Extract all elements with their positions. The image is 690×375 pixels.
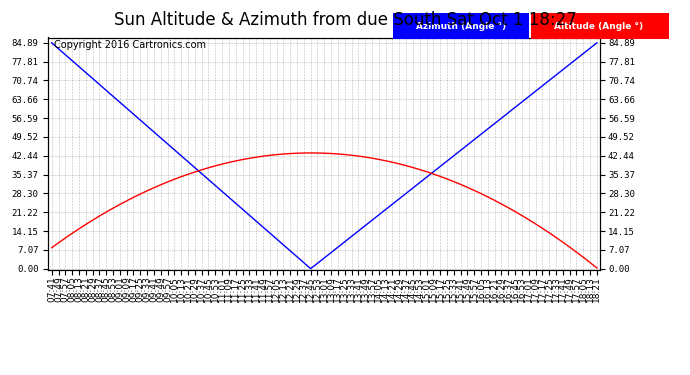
FancyBboxPatch shape <box>393 13 529 39</box>
Text: Altitude (Angle °): Altitude (Angle °) <box>554 22 644 31</box>
FancyBboxPatch shape <box>531 13 669 39</box>
Text: Copyright 2016 Cartronics.com: Copyright 2016 Cartronics.com <box>54 40 206 50</box>
Text: Sun Altitude & Azimuth from due South Sat Oct 1 18:27: Sun Altitude & Azimuth from due South Sa… <box>114 11 576 29</box>
Text: Azimuth (Angle °): Azimuth (Angle °) <box>416 22 506 31</box>
